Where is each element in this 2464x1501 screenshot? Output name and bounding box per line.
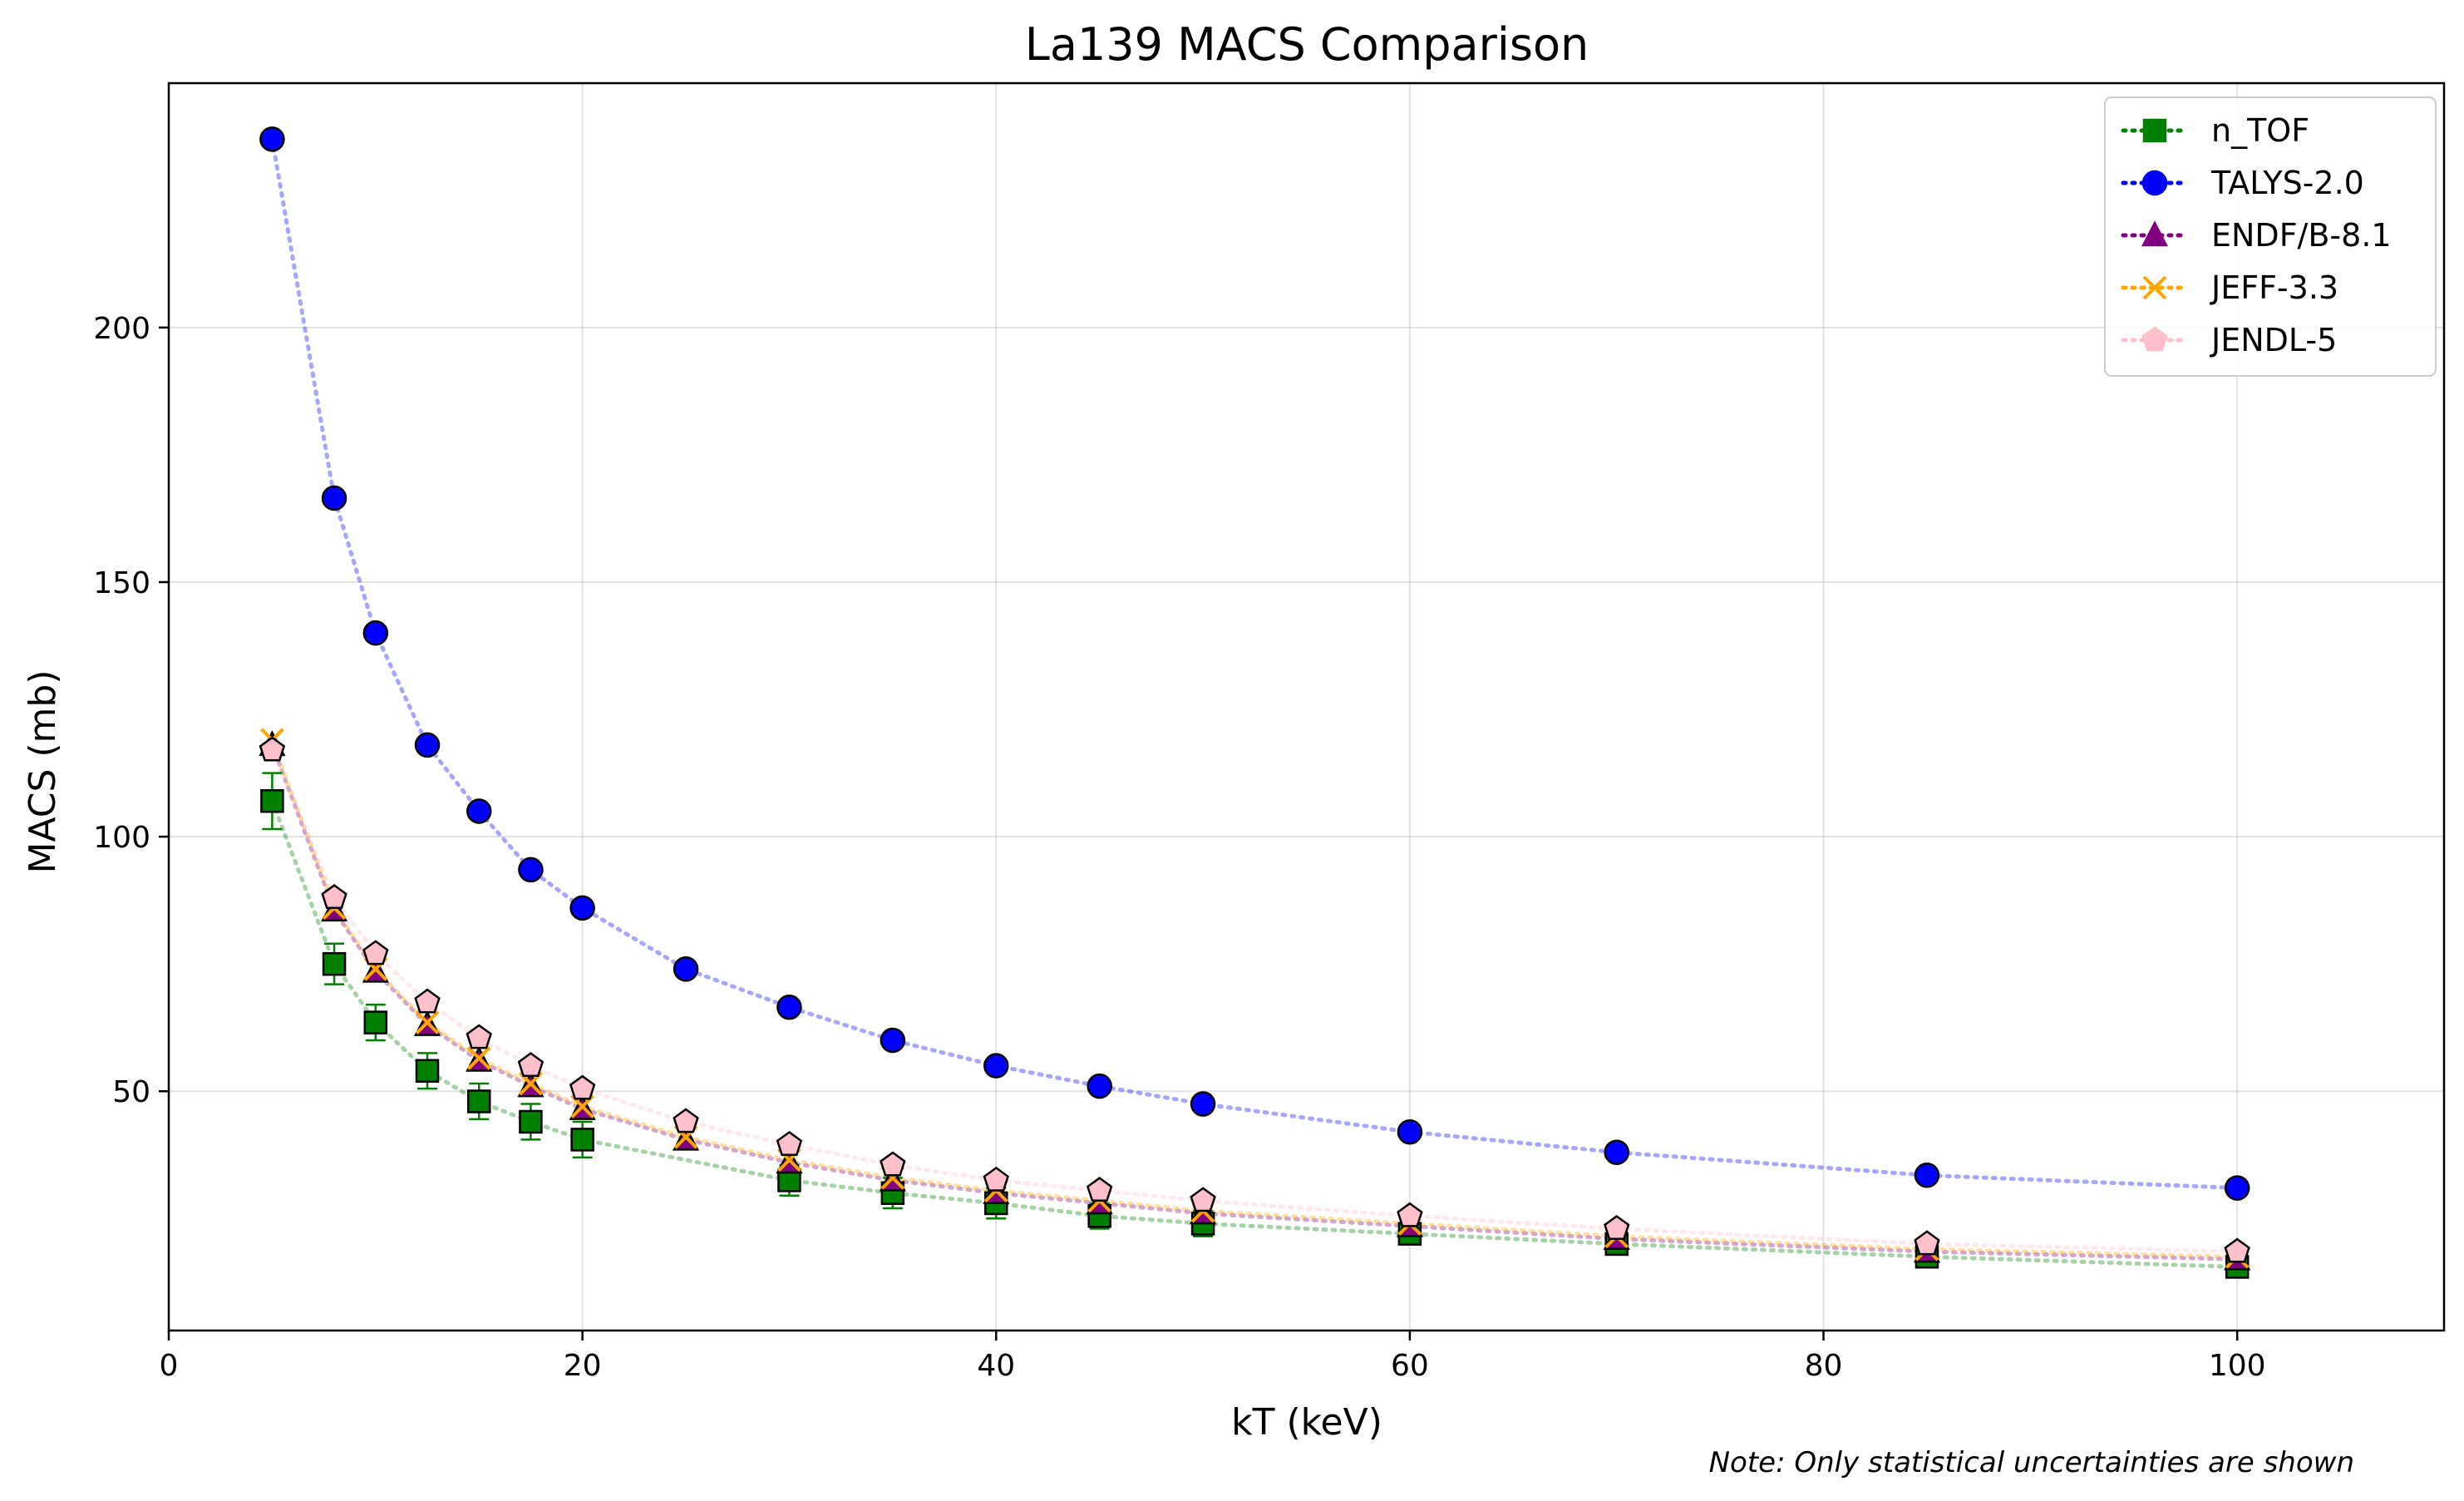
x-tick-label: 80: [1805, 1349, 1843, 1383]
data-point-talys-2-0: [673, 956, 699, 982]
data-point-jendl-5: [466, 1024, 492, 1049]
legend-marker-jendl-5: [2141, 326, 2168, 352]
data-point-n-tof: [363, 1010, 388, 1034]
data-point-talys-2-0: [983, 1053, 1009, 1079]
data-point-n-tof: [570, 1128, 594, 1152]
data-point-talys-2-0: [518, 857, 544, 883]
y-tick-label: 50: [112, 1075, 150, 1109]
x-axis-label: kT (keV): [1231, 1401, 1382, 1444]
data-point-jendl-5: [983, 1166, 1009, 1192]
footnote: Note: Only statistical uncertainties are…: [1709, 1446, 2354, 1479]
data-point-jendl-5: [1397, 1202, 1423, 1227]
data-point-jendl-5: [569, 1074, 596, 1100]
legend-marker-endf-b-8-1: [2141, 220, 2169, 247]
legend-marker-n-tof: [2142, 118, 2167, 143]
series-markers: [259, 126, 2251, 1279]
data-point-talys-2-0: [321, 485, 347, 511]
data-point-jeff-3-3: [415, 1010, 440, 1035]
y-tick-label: 150: [93, 566, 150, 600]
legend-item-jendl-5: JENDL-5: [2121, 322, 2337, 358]
legend: n_TOF TALYS-2.0 ENDF/B-8.1 JEFF-3.3 JENDL-5: [2104, 96, 2437, 377]
legend-label-jeff-3-3: JEFF-3.3: [2210, 269, 2338, 306]
grid: [168, 83, 2444, 1331]
y-tick-label: 200: [93, 312, 150, 346]
data-point-talys-2-0: [1604, 1139, 1629, 1165]
legend-item-talys-2-0: TALYS-2.0: [2121, 165, 2364, 201]
data-point-talys-2-0: [776, 994, 802, 1020]
plot-frame: [167, 81, 2446, 1332]
x-tick-label: 40: [977, 1349, 1015, 1383]
data-point-jendl-5: [1190, 1187, 1216, 1212]
x-tick-label: 0: [160, 1349, 179, 1383]
data-point-talys-2-0: [880, 1027, 906, 1054]
legend-item-endf-b-8-1: ENDF/B-8.1: [2121, 217, 2392, 254]
legend-box: [2104, 96, 2437, 377]
data-point-n-tof: [322, 951, 347, 976]
data-point-talys-2-0: [1397, 1118, 1423, 1145]
x-tick-label: 100: [2209, 1349, 2266, 1383]
legend-marker-jeff-3-3: [2142, 275, 2167, 300]
legend-label-n-tof: n_TOF: [2211, 112, 2309, 149]
data-point-jendl-5: [362, 940, 389, 965]
data-point-jendl-5: [1086, 1177, 1113, 1202]
data-point-n-tof: [466, 1089, 491, 1113]
data-point-jendl-5: [880, 1151, 906, 1177]
data-point-talys-2-0: [466, 798, 492, 824]
legend-label-jendl-5: JENDL-5: [2210, 322, 2337, 358]
y-axis-ticks: 50 100 150 200: [93, 312, 169, 1109]
data-point-n-tof: [519, 1109, 543, 1134]
y-tick-label: 100: [93, 821, 150, 855]
x-tick-label: 20: [564, 1349, 602, 1383]
x-axis-ticks: 0 20 40 60 80 100: [160, 1331, 2266, 1383]
data-point-talys-2-0: [414, 732, 441, 758]
data-point-n-tof: [260, 789, 284, 813]
data-point-jendl-5: [259, 736, 286, 762]
data-point-talys-2-0: [2224, 1175, 2250, 1201]
series-line-n-tof: [269, 798, 2240, 1269]
legend-label-endf-b-8-1: ENDF/B-8.1: [2211, 217, 2392, 254]
data-point-jendl-5: [414, 988, 441, 1014]
data-point-jeff-3-3: [466, 1046, 491, 1070]
chart-title: La139 MACS Comparison: [1025, 18, 1589, 71]
series-line-endf-b-8-1: [269, 743, 2240, 1262]
error-bars: [262, 772, 2248, 1278]
data-point-jendl-5: [1914, 1230, 1940, 1256]
x-tick-label: 60: [1391, 1349, 1429, 1383]
series-line-talys-2-0: [269, 136, 2240, 1191]
legend-item-jeff-3-3: JEFF-3.3: [2121, 269, 2338, 306]
data-point-talys-2-0: [259, 126, 285, 152]
data-point-jendl-5: [673, 1108, 699, 1133]
data-point-jendl-5: [517, 1052, 545, 1078]
data-point-jendl-5: [2224, 1237, 2250, 1263]
data-point-talys-2-0: [1190, 1091, 1216, 1117]
legend-label-talys-2-0: TALYS-2.0: [2210, 165, 2364, 201]
data-point-talys-2-0: [362, 620, 389, 646]
series-line-jeff-3-3: [269, 738, 2240, 1259]
data-point-talys-2-0: [1914, 1163, 1940, 1188]
data-point-jendl-5: [1604, 1215, 1630, 1240]
legend-marker-talys-2-0: [2141, 170, 2168, 196]
data-point-n-tof: [415, 1059, 440, 1084]
data-point-talys-2-0: [569, 895, 595, 921]
data-point-jendl-5: [776, 1130, 803, 1156]
series-lines: [269, 136, 2240, 1269]
data-point-talys-2-0: [1087, 1073, 1112, 1099]
legend-item-n-tof: n_TOF: [2121, 112, 2309, 149]
data-point-jendl-5: [321, 884, 347, 909]
y-axis-label: MACS (mb): [22, 669, 64, 873]
